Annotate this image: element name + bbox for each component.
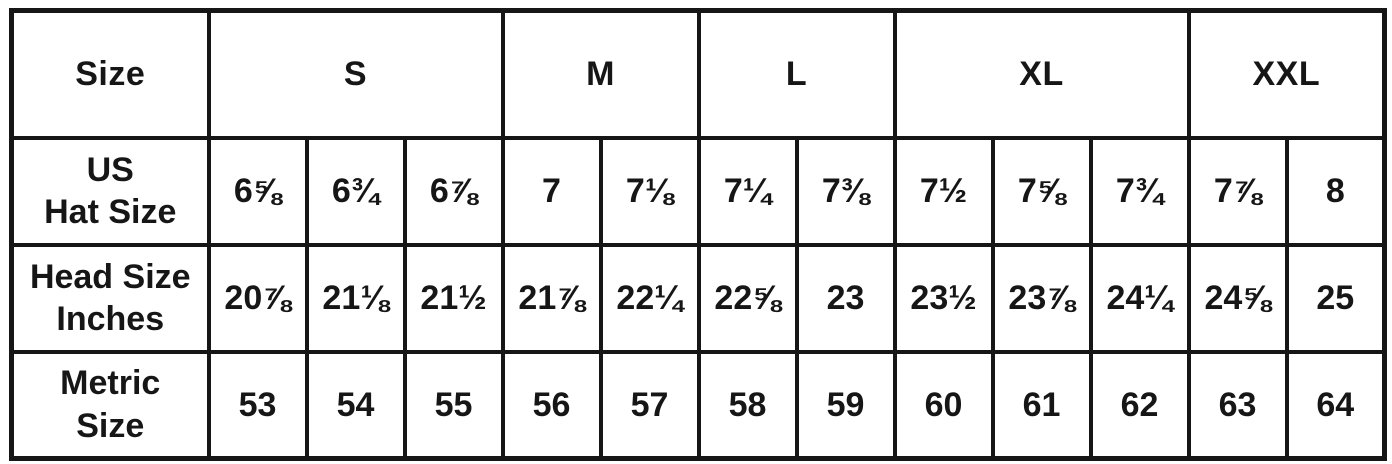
row-label-us-hat-size: US Hat Size [9,135,211,247]
group-header-l: L [696,8,897,140]
metric-size-value: 59 [794,349,897,461]
row-label-line-2: Inches [56,300,165,338]
head-size-inches-value: 24⅝ [1186,242,1289,354]
head-size-inches-value: 23½ [892,242,995,354]
us-hat-size-value: 8 [1284,135,1387,247]
group-header-xxl: XXL [1186,8,1387,140]
metric-size-value: 54 [304,349,407,461]
metric-size-value: 55 [402,349,505,461]
us-hat-size-value: 7⅝ [990,135,1093,247]
head-size-inches-value: 21⅞ [500,242,603,354]
head-size-inches-value: 23 [794,242,897,354]
us-hat-size-value: 7⅜ [794,135,897,247]
row-label-line-2: Size [76,406,145,445]
head-size-inches-value: 25 [1284,242,1387,354]
metric-size-value: 56 [500,349,603,461]
row-label-metric-size: Metric Size [9,349,211,461]
us-hat-size-value: 7¼ [696,135,799,247]
metric-size-row: Metric Size 53 54 55 56 57 58 59 60 61 6… [9,349,1387,461]
row-label-line-1: US [86,150,134,189]
group-header-s: S [206,8,505,140]
us-hat-size-row: US Hat Size 6⅝ 6¾ 6⅞ 7 7⅛ 7¼ 7⅜ 7½ 7⅝ 7¾… [9,135,1387,247]
head-size-inches-value: 24¼ [1088,242,1191,354]
metric-size-value: 64 [1284,349,1387,461]
us-hat-size-value: 6¾ [304,135,407,247]
us-hat-size-value: 7¾ [1088,135,1191,247]
row-label-line-1: Head Size [29,257,191,296]
us-hat-size-value: 7⅞ [1186,135,1289,247]
group-header-m: M [500,8,701,140]
corner-header-size: Size [9,8,211,140]
metric-size-value: 60 [892,349,995,461]
head-size-inches-value: 23⅞ [990,242,1093,354]
head-size-inches-row: Head Size Inches 20⅞ 21⅛ 21½ 21⅞ 22¼ 22⅝… [9,242,1387,354]
table-header-row: Size S M L XL XXL [9,8,1387,140]
head-size-inches-value: 22⅝ [696,242,799,354]
row-label-line-2: Hat Size [44,193,177,231]
head-size-inches-value: 21½ [402,242,505,354]
metric-size-value: 63 [1186,349,1289,461]
row-label-line-1: Metric [60,364,161,403]
metric-size-value: 61 [990,349,1093,461]
head-size-inches-value: 20⅞ [206,242,309,354]
head-size-inches-value: 21⅛ [304,242,407,354]
metric-size-value: 53 [206,349,309,461]
group-header-xl: XL [892,8,1191,140]
metric-size-value: 57 [598,349,701,461]
metric-size-value: 58 [696,349,799,461]
us-hat-size-value: 7⅛ [598,135,701,247]
row-label-head-size-inches: Head Size Inches [9,242,211,354]
us-hat-size-value: 7 [500,135,603,247]
us-hat-size-value: 7½ [892,135,995,247]
metric-size-value: 62 [1088,349,1191,461]
us-hat-size-value: 6⅞ [402,135,505,247]
head-size-inches-value: 22¼ [598,242,701,354]
us-hat-size-value: 6⅝ [206,135,309,247]
hat-size-table: Size S M L XL XXL US Hat Size 6⅝ 6¾ 6⅞ 7… [9,8,1388,461]
